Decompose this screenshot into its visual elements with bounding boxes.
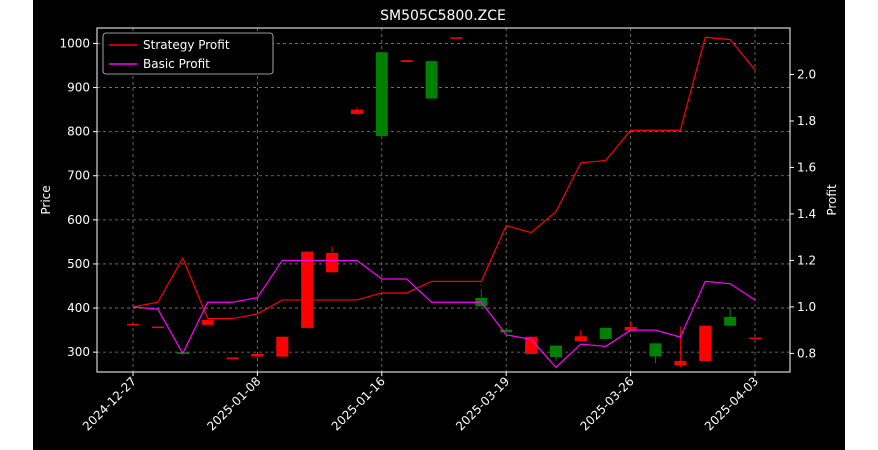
y2-tick-label: 2.0 <box>797 67 816 81</box>
y2-tick-label: 1.8 <box>797 114 816 128</box>
candle-body <box>549 345 562 358</box>
candle-body <box>624 327 637 331</box>
y-tick-label: 800 <box>67 125 90 139</box>
y2-tick-label: 0.8 <box>797 346 816 360</box>
candle-body <box>425 61 438 99</box>
chart-title: SM505C5800.ZCE <box>380 8 506 24</box>
y2-tick-label: 1.0 <box>797 300 816 314</box>
candle-body <box>450 37 463 39</box>
candle-body <box>151 326 164 329</box>
candle-body <box>649 343 662 357</box>
x-tick-label: 2025-04-03 <box>702 374 761 433</box>
candle-body <box>301 251 314 328</box>
candle-body <box>500 329 513 333</box>
candle-body <box>326 252 339 273</box>
left-axis-ticks: 300 400 500 600 700 800 900 1000 <box>59 36 97 359</box>
candle-body <box>749 337 761 340</box>
y2-tick-label: 1.4 <box>797 207 816 221</box>
y-tick-label: 1000 <box>59 36 90 50</box>
candles <box>127 37 761 368</box>
profit-lines <box>132 36 756 369</box>
candle-body <box>127 323 139 326</box>
y-tick-label: 500 <box>67 257 90 271</box>
candle-body <box>251 353 264 357</box>
x-tick-label: 2024-12-27 <box>80 374 139 433</box>
legend-box <box>102 32 274 75</box>
candle-body <box>599 327 612 339</box>
candle-body <box>201 319 214 325</box>
plot-area-border <box>96 27 791 373</box>
chart-figure: 300 400 500 600 700 800 900 1000 0.8 1.0 1.2 1.4 1.… <box>33 0 845 450</box>
legend: Strategy Profit Basic Profit <box>102 32 274 75</box>
y-tick-label: 700 <box>67 169 90 183</box>
y-tick-label: 600 <box>67 213 90 227</box>
y-axis-label: Price <box>39 185 53 214</box>
y-tick-label: 300 <box>67 345 90 359</box>
x-tick-label: 2025-01-08 <box>204 374 263 433</box>
candle-body <box>674 360 687 366</box>
grid-lines <box>97 28 790 372</box>
legend-label: Strategy Profit <box>143 38 230 52</box>
basic-profit-line <box>132 259 756 369</box>
x-tick-label: 2025-03-26 <box>578 374 637 433</box>
candle-body <box>724 316 737 326</box>
strategy-profit-line <box>132 36 756 320</box>
candle-body <box>525 336 538 354</box>
candle-body <box>574 336 587 342</box>
chart-canvas: 300 400 500 600 700 800 900 1000 0.8 1.0 1.2 1.4 1.… <box>39 8 839 433</box>
candle-body <box>226 357 239 359</box>
y-tick-label: 900 <box>67 81 90 95</box>
legend-label: Basic Profit <box>143 57 210 71</box>
y2-tick-label: 1.6 <box>797 160 816 174</box>
x-tick-label: 2025-01-16 <box>329 374 388 433</box>
x-axis-ticks: 2024-12-27 2025-01-08 2025-01-16 2025-03-19… <box>80 372 761 433</box>
candle-body <box>699 325 712 361</box>
y2-axis-label: Profit <box>825 184 839 216</box>
candle-body <box>276 336 289 357</box>
y-tick-label: 400 <box>67 301 90 315</box>
x-tick-label: 2025-03-19 <box>453 374 512 433</box>
candle-body <box>400 60 413 62</box>
y2-tick-label: 1.2 <box>797 253 816 267</box>
candle-body <box>350 109 363 114</box>
right-axis-ticks: 0.8 1.0 1.2 1.4 1.6 1.8 2.0 <box>790 67 816 360</box>
candle-body <box>375 52 388 137</box>
